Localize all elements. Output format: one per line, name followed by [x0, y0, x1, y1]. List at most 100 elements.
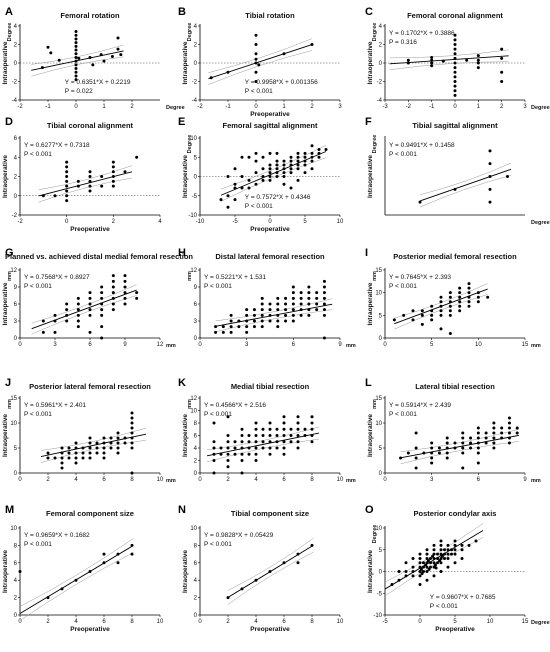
data-point	[100, 291, 104, 295]
y-unit-label: mm	[372, 271, 378, 281]
data-point	[500, 80, 504, 83]
data-point	[500, 426, 504, 430]
data-point	[507, 441, 511, 445]
data-point	[458, 295, 462, 299]
data-point	[76, 296, 80, 300]
data-point	[247, 186, 251, 190]
y-tick-label: 0	[379, 336, 383, 342]
data-point	[123, 291, 127, 295]
data-point	[420, 309, 424, 313]
data-point	[254, 452, 258, 456]
data-point	[261, 155, 265, 159]
data-point	[229, 313, 233, 317]
x-tick-label: 2	[500, 104, 504, 110]
data-point	[453, 47, 457, 51]
data-point	[414, 431, 418, 435]
x-axis-label: Preoperative	[70, 626, 110, 633]
data-point	[76, 179, 80, 183]
data-point	[275, 163, 279, 167]
data-point	[53, 330, 57, 334]
panel-letter: K	[178, 377, 186, 389]
data-point	[476, 61, 480, 65]
regression-line	[394, 288, 488, 325]
data-point	[315, 291, 319, 295]
y-tick-label: 10	[375, 421, 382, 427]
data-point	[289, 167, 293, 171]
data-point	[102, 451, 106, 455]
data-point	[307, 296, 311, 300]
data-point	[296, 163, 300, 167]
regression-line	[19, 545, 134, 614]
data-point	[247, 440, 251, 444]
x-tick-label: 0	[198, 619, 202, 625]
data-point	[254, 440, 258, 444]
y-tick-label: 6	[14, 561, 18, 567]
x-tick-label: 0	[198, 477, 202, 483]
y-axis-label: Intraoperative	[367, 414, 374, 457]
data-point	[476, 66, 480, 70]
confidence-band-lower	[215, 309, 333, 333]
data-point	[315, 296, 319, 300]
data-point	[74, 67, 78, 71]
data-point	[76, 313, 80, 317]
p-value: P < 0.001	[24, 283, 52, 290]
data-point	[434, 566, 438, 570]
x-unit-label: Degree	[166, 105, 185, 111]
data-point	[425, 565, 429, 569]
data-point	[310, 415, 314, 419]
data-point	[460, 556, 464, 560]
x-tick-label: 2	[130, 104, 134, 110]
y-tick-label: 0	[194, 175, 198, 181]
x-tick-label: -2	[17, 104, 23, 110]
data-point	[88, 451, 92, 455]
data-point	[49, 51, 53, 55]
p-value: P < 0.001	[245, 88, 273, 95]
data-point	[484, 441, 488, 445]
data-point	[74, 44, 78, 48]
y-tick-label: 4	[194, 24, 198, 30]
panel-title: Tibial component size	[231, 509, 309, 518]
x-tick-label: 4	[254, 477, 258, 483]
data-point	[397, 570, 401, 573]
data-point	[261, 427, 265, 431]
data-point	[245, 313, 249, 317]
data-point	[476, 426, 480, 430]
data-point	[445, 451, 449, 455]
data-point	[500, 47, 504, 51]
data-point	[432, 548, 436, 552]
x-unit-label: mm	[166, 478, 176, 484]
data-point	[420, 313, 424, 317]
data-point	[291, 308, 295, 312]
data-point	[276, 319, 280, 323]
data-point	[289, 440, 293, 444]
x-tick-label: 0	[198, 342, 202, 348]
panel-letter: N	[178, 504, 186, 516]
data-point	[60, 461, 64, 465]
y-axis-label: Intraoperative	[182, 155, 189, 198]
data-point	[229, 330, 233, 334]
data-point	[322, 313, 326, 317]
y-tick-label: -2	[12, 213, 18, 219]
data-point	[299, 291, 303, 295]
data-point	[65, 165, 69, 169]
x-unit-label: mm	[346, 478, 356, 484]
data-point	[488, 200, 492, 204]
y-tick-label: 4	[14, 24, 18, 30]
y-axis-label: Intraoperative	[2, 155, 9, 198]
data-point	[450, 552, 453, 556]
x-tick-label: 3	[523, 104, 527, 110]
data-point	[453, 66, 457, 70]
regression-equation: Y = 0.7572*X + 0.4346	[245, 194, 311, 201]
data-point	[439, 539, 443, 543]
data-point	[102, 59, 106, 63]
data-point	[425, 552, 429, 556]
data-point	[111, 184, 115, 188]
p-value: P = 0.316	[389, 39, 417, 46]
p-value: P < 0.001	[389, 151, 417, 158]
regression-equation: Y = 0.1702*X + 0.3886	[389, 30, 455, 37]
x-tick-label: -5	[232, 219, 238, 225]
x-tick-label: 10	[475, 342, 482, 348]
data-point	[458, 300, 462, 304]
data-point	[254, 80, 258, 83]
data-point	[430, 64, 434, 68]
